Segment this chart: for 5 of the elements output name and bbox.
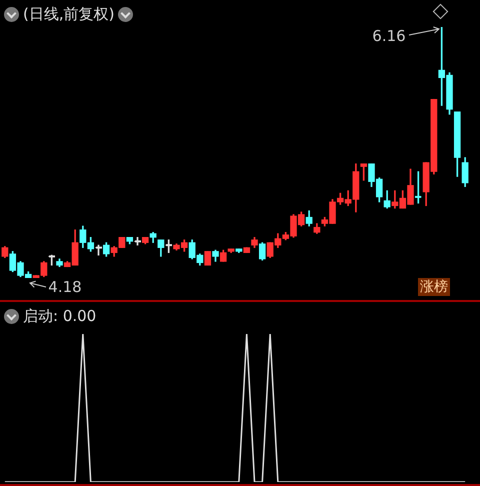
chart-title: (日线,前复权) [23,5,114,24]
text: 涨榜 [418,278,450,296]
annotation: 6.16 [372,26,406,45]
annotation: 4.18 [48,278,82,296]
chart-title: 启动: 0.00 [23,307,96,326]
